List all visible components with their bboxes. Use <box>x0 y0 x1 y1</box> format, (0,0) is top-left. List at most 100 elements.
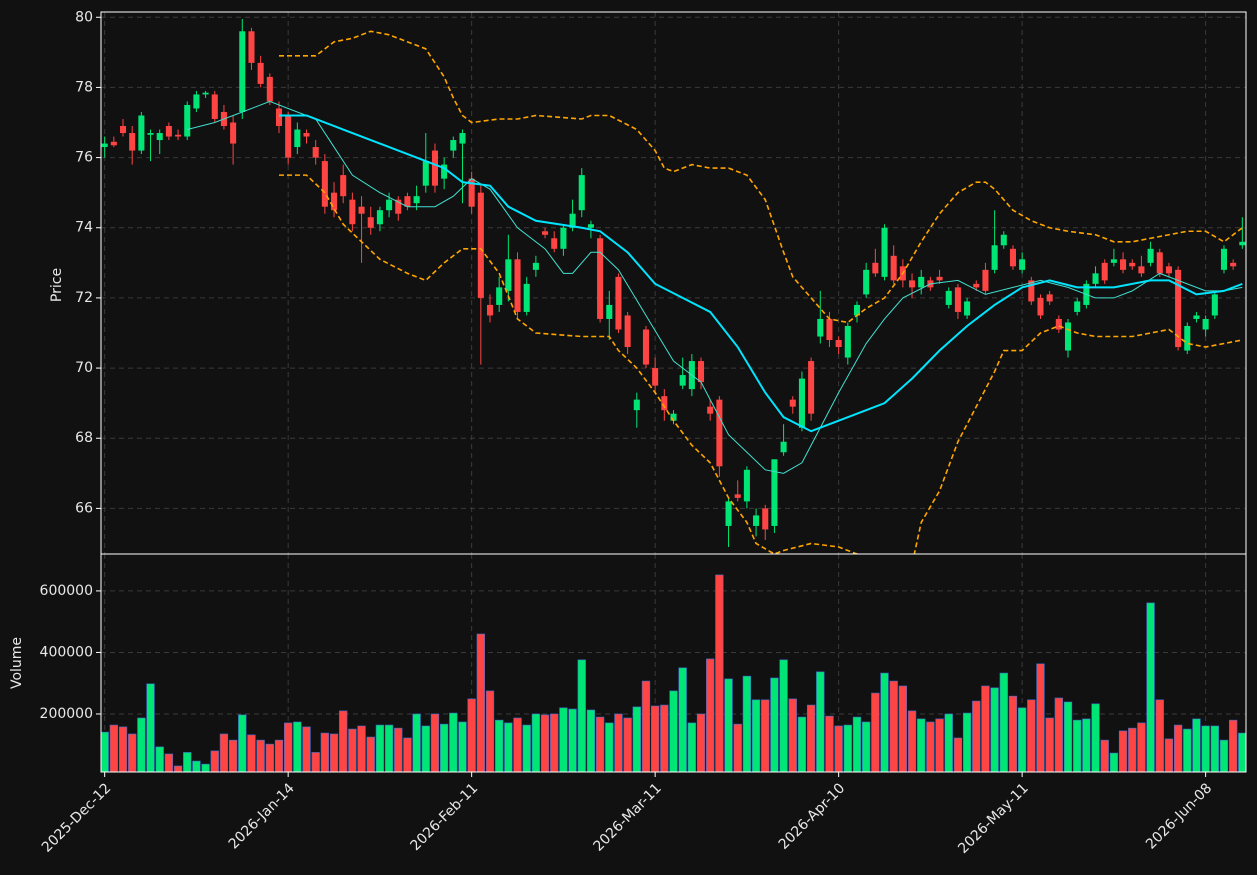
candle-body <box>936 276 943 281</box>
candle-body <box>771 459 778 526</box>
volume-bar <box>641 680 651 773</box>
candle-body <box>147 133 154 135</box>
volume-bar <box>137 717 146 773</box>
volume-bar <box>825 715 834 773</box>
volume-bar <box>274 739 284 773</box>
candle-body <box>578 175 585 211</box>
volume-bar <box>1128 727 1137 773</box>
candle-body <box>753 515 760 526</box>
candle-body <box>193 94 200 109</box>
volume-bar <box>201 763 210 773</box>
volume-bar <box>155 746 164 773</box>
volume-bar <box>540 714 550 773</box>
volume-bar <box>1219 739 1229 773</box>
grid-layer <box>101 12 1246 772</box>
candle-body <box>376 210 383 225</box>
candle-body <box>248 31 255 63</box>
candle-body <box>1019 259 1026 270</box>
volume-bar <box>109 724 118 773</box>
volume-bar <box>256 739 265 773</box>
volume-bar <box>1073 719 1082 773</box>
volume-bar <box>953 737 963 773</box>
candle-body <box>312 147 319 158</box>
candle-body <box>1009 248 1016 267</box>
candle-body <box>1230 262 1237 267</box>
volume-bar <box>1063 701 1073 773</box>
candle-body <box>679 375 686 386</box>
volume-bar <box>146 683 155 773</box>
volume-bar <box>485 690 495 773</box>
volume-bar <box>788 698 797 773</box>
volume-bar <box>605 722 614 773</box>
volume-bar <box>403 737 412 773</box>
candle-body <box>670 413 677 421</box>
candle-body <box>101 143 108 148</box>
volume-bar <box>1118 730 1128 773</box>
candle-body <box>1000 234 1007 246</box>
volume-bar <box>917 718 926 773</box>
candle-body <box>358 206 365 214</box>
candle-body <box>808 361 815 414</box>
volume-bar <box>806 704 816 773</box>
volume-bar <box>889 680 898 773</box>
candle-body <box>1120 259 1127 270</box>
volume-bar <box>568 708 577 773</box>
volume-bar <box>118 726 128 773</box>
candle-body <box>413 196 420 204</box>
candle-body <box>1092 273 1099 284</box>
y-tick-label: 76 <box>75 150 93 166</box>
candle-body <box>1101 262 1108 281</box>
volume-bar <box>311 752 320 773</box>
volume-bar <box>650 705 660 773</box>
volume-bar <box>265 743 274 773</box>
candle-body <box>542 231 549 235</box>
candle-body <box>817 318 824 337</box>
candle-body <box>459 133 466 144</box>
volume-bar <box>1100 739 1109 773</box>
candle-body <box>404 196 411 207</box>
candle-body <box>1211 294 1218 316</box>
volume-bar <box>696 713 706 773</box>
volume-bar <box>843 724 852 773</box>
volume-bar <box>394 727 403 773</box>
candle-body <box>138 115 145 151</box>
volume-bar <box>522 724 531 773</box>
candle-body <box>1220 248 1228 270</box>
volume-bar <box>715 574 724 773</box>
volume-bar <box>550 713 559 773</box>
candle-body <box>863 269 870 295</box>
candle-body <box>468 178 475 207</box>
candle-body <box>386 199 393 211</box>
volume-bar <box>1027 699 1036 773</box>
candle-body <box>918 276 925 288</box>
candle-body <box>606 304 613 319</box>
candle-body <box>881 227 888 277</box>
x-tick-label: 2026-Apr-10 <box>776 780 849 853</box>
candle-body <box>551 238 558 249</box>
volume-bar <box>449 712 458 773</box>
candle-body <box>615 276 622 330</box>
candle-body <box>569 213 576 228</box>
candle-body <box>982 269 989 291</box>
volume-bar <box>302 726 311 773</box>
candle-body <box>211 94 218 119</box>
volume-bar <box>284 722 293 773</box>
volume-bar <box>357 725 366 773</box>
candle-body <box>156 133 163 141</box>
volume-bar <box>1210 725 1219 773</box>
candle-body <box>587 224 594 228</box>
volume-bar <box>384 724 394 773</box>
volume-bar <box>1229 719 1238 773</box>
volume-bar <box>1036 663 1045 773</box>
volume-bar <box>173 765 183 773</box>
candle-body <box>945 290 952 305</box>
volume-bar <box>779 659 788 773</box>
y-tick-label: 74 <box>75 220 93 236</box>
y-tick-label: 400000 <box>40 644 93 660</box>
candle-body <box>532 262 539 270</box>
candle-body <box>523 283 530 312</box>
candle-body <box>743 469 750 502</box>
candle-body <box>1193 315 1200 319</box>
x-tick-label: 2026-Mar-11 <box>591 780 665 854</box>
volume-bar <box>871 692 880 773</box>
